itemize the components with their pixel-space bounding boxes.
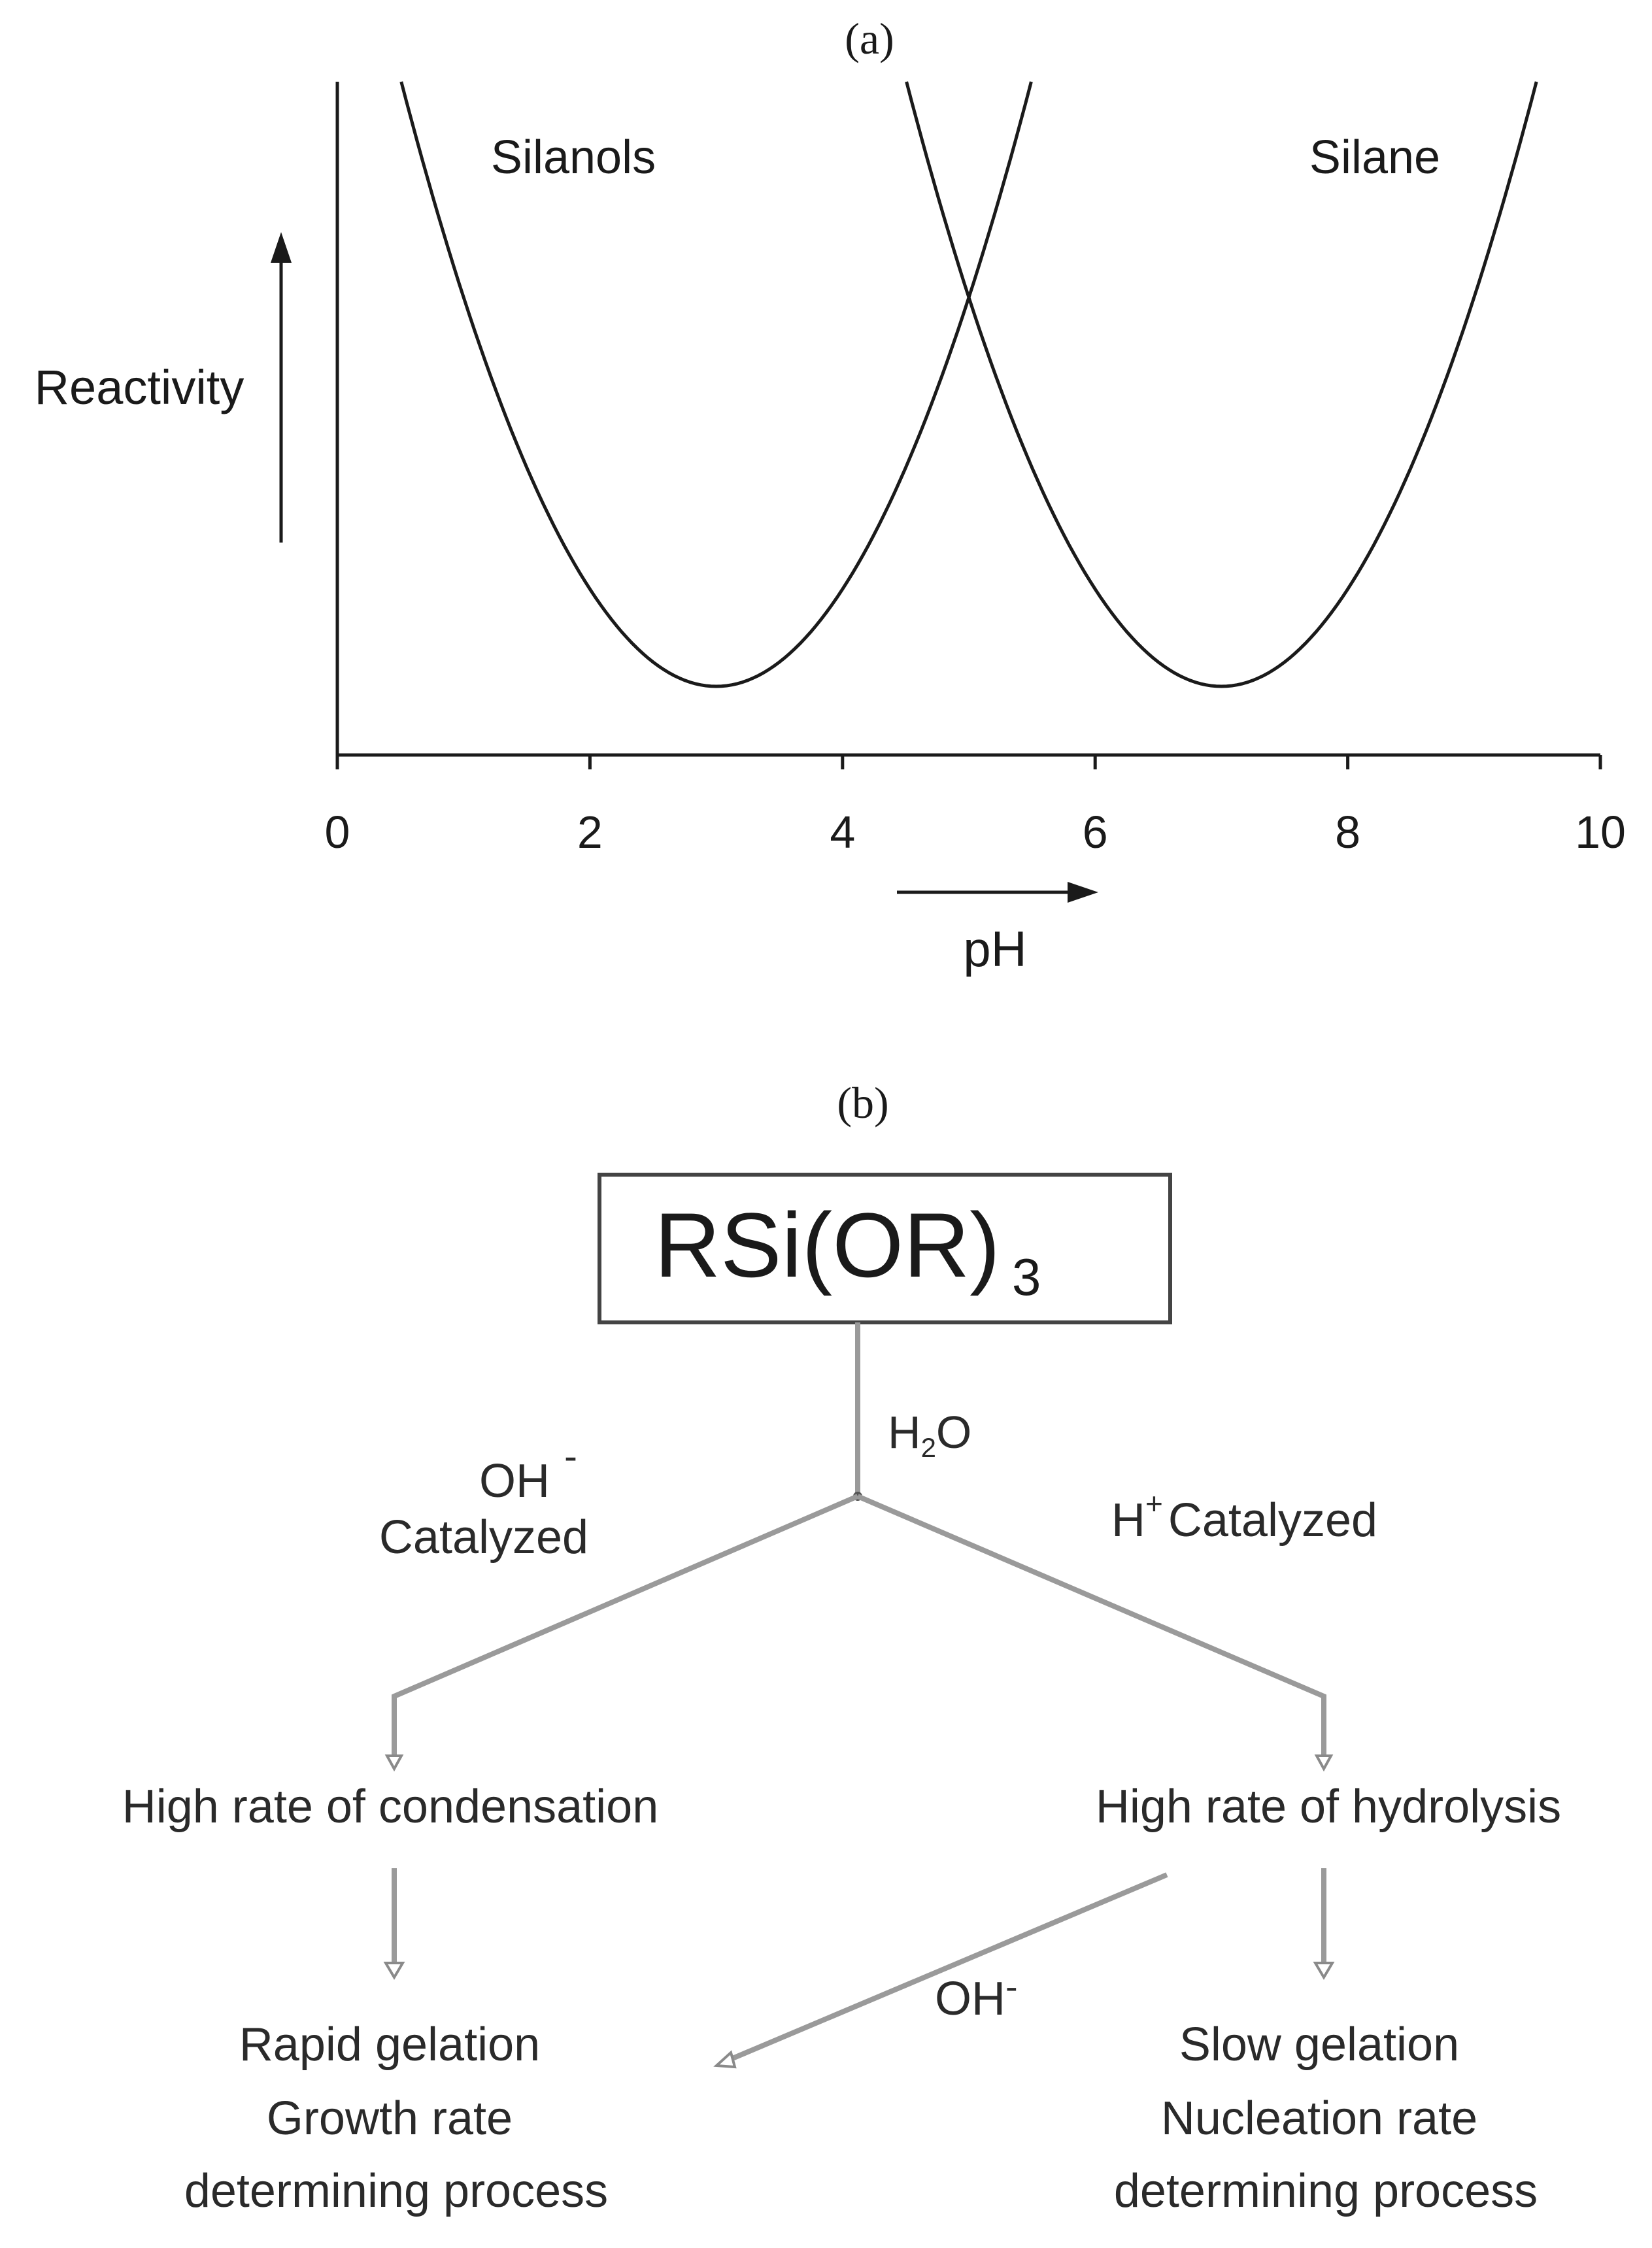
cross-label-charge: - (1005, 1966, 1018, 2007)
cross-arrow-shaft (730, 1872, 1168, 2062)
cross-label-ion: OH (935, 1973, 1005, 2025)
panel-b-label: (b) (837, 1078, 888, 1128)
water-h: H (888, 1407, 921, 1458)
root-formula-subscript: 3 (1012, 1248, 1041, 1306)
left-catalyst-ion: OH - (479, 1434, 577, 1507)
water-o: O (936, 1407, 971, 1458)
root-formula-main: RSi(OR) (654, 1194, 1000, 1296)
x-tick-marks (335, 755, 1602, 769)
x-tick-label: 2 (577, 807, 603, 858)
right-result: High rate of hydrolysis (1096, 1781, 1561, 1833)
panel-b: (b) RSi(OR) 3 H2O OH - Catalyzed H+ Catalyz… (122, 1078, 1561, 2217)
right-catalyst-charge: + (1145, 1486, 1163, 1520)
left-branch-line (392, 1494, 859, 1757)
silane-curve (905, 81, 1538, 688)
x-tick-label: 4 (830, 807, 855, 858)
right-catalyst-ion: H (1111, 1494, 1145, 1547)
left-outcome-line-1: Rapid gelation (239, 2019, 540, 2071)
x-tick-label: 6 (1083, 807, 1108, 858)
right-outcome: Slow gelation Nucleation rate determinin… (1114, 2019, 1538, 2217)
root-box (598, 1173, 1172, 1324)
silanols-curve (399, 81, 1033, 688)
y-axis-label: Reactivity (35, 360, 244, 414)
right-down-arrowhead-icon (1313, 1962, 1335, 1980)
water-sub: 2 (921, 1432, 936, 1463)
right-outcome-line-2: Nucleation rate (1161, 2092, 1477, 2145)
right-outcome-line-3: determining process (1114, 2165, 1538, 2217)
left-down-arrowhead-icon (383, 1962, 405, 1980)
left-catalyst-charge: - (564, 1434, 577, 1478)
x-axis-label: pH (963, 922, 1026, 977)
right-catalyst: H+ Catalyzed (1111, 1486, 1377, 1547)
silane-label: Silane (1309, 131, 1440, 184)
panel-a: (a) 0 2 4 6 8 10 Silanols Silane Reactivity p… (35, 14, 1626, 977)
x-tick-labels: 0 2 4 6 8 10 (325, 807, 1626, 858)
water-label: H2O (888, 1407, 971, 1463)
left-result: High rate of condensation (122, 1781, 659, 1833)
arrow-right-icon (1068, 882, 1098, 903)
left-branch-arrowhead-icon (384, 1754, 404, 1772)
right-catalyst-word: Catalyzed (1168, 1494, 1377, 1547)
arrow-up-icon (271, 232, 292, 263)
right-outcome-line-1: Slow gelation (1179, 2019, 1459, 2071)
root-formula: RSi(OR) 3 (654, 1194, 1041, 1306)
left-outcome-line-2: Growth rate (267, 2092, 513, 2145)
left-outcome: Rapid gelation Growth rate determining p… (184, 2019, 608, 2217)
right-branch-line (856, 1494, 1326, 1757)
x-tick-label: 8 (1335, 807, 1360, 858)
cross-arrowhead-icon (713, 2050, 737, 2069)
left-outcome-line-3: determining process (184, 2165, 608, 2217)
cross-label: OH- (935, 1966, 1018, 2025)
right-branch-arrowhead-icon (1314, 1754, 1334, 1772)
x-tick-label: 10 (1575, 807, 1626, 858)
panel-a-label: (a) (845, 14, 894, 63)
left-catalyst-word: Catalyzed (379, 1511, 588, 1564)
silanols-label: Silanols (491, 131, 656, 184)
x-tick-label: 0 (325, 807, 350, 858)
